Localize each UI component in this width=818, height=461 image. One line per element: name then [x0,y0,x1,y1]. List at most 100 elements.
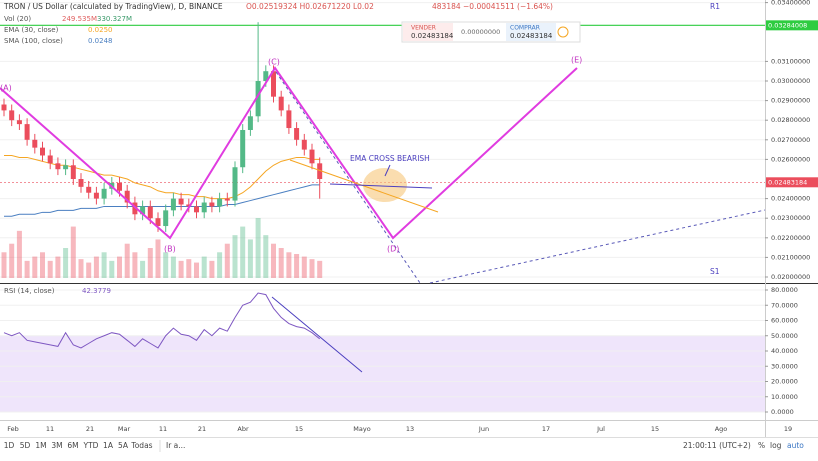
price-tag [766,20,818,31]
volume-bar [294,254,300,278]
goto-button[interactable]: Ir a... [166,441,185,450]
volume-bar [47,260,53,278]
y-tick-label: 0.03400000 [771,0,810,7]
wave-label: (B) [164,245,176,254]
price-tag-label: 0.03284008 [768,21,807,29]
volume-bar [16,230,22,278]
candle-body [132,202,138,215]
candle-body [247,116,253,130]
x-tick-label: Mar [118,425,131,433]
y-tick-label: 0.0000 [771,408,794,416]
volume-bar [224,243,230,278]
candle-body [9,110,15,121]
candle-body [201,202,207,213]
candle-body [209,202,215,207]
volume-bar [240,226,246,278]
candle-body [78,179,84,187]
pivot-label: S1 [710,267,720,276]
range-button[interactable]: 6M [67,441,78,450]
volume-bar [9,243,15,278]
volume-bar [170,256,176,278]
spread: 0.00000000 [461,28,500,36]
x-tick-label: 15 [651,425,659,433]
volume-bar [86,262,92,278]
x-tick-label: 13 [406,425,414,433]
candle-body [101,188,107,199]
volume-bar [147,248,153,278]
axes: 0.02000000 0.02100000 0.02200000 0.02300000… [7,0,818,433]
clock: 21:00:11 (UTC+2) [683,441,751,450]
range-button[interactable]: 5D [20,441,31,450]
sell-price: 0.02483184 [411,32,454,40]
sell-button[interactable] [403,23,453,41]
volume-bar [101,252,107,278]
candle-body [163,210,169,227]
info-icon[interactable] [557,26,569,38]
percent-toggle[interactable]: % [758,441,765,450]
y-tick-label: 0.02600000 [771,155,810,163]
volume-bar [201,256,207,278]
candle-body [124,190,130,203]
x-tick-label: Jul [596,425,605,433]
y-tick-label: 10.0000 [771,393,798,401]
candle-body [140,206,146,215]
symbol: TRON / US Dollar (calculated by TradingV… [3,2,223,11]
candle-body [24,124,30,140]
range-button[interactable]: 1A [103,441,114,450]
log-toggle[interactable]: log [770,441,782,450]
candle-body [278,96,284,111]
candle-body [70,165,76,179]
volume-bar [232,235,238,278]
y-tick-label: 80.0000 [771,286,798,294]
volume-bar [271,243,276,278]
candle-body [186,204,192,207]
volume-bar [109,260,115,278]
candle-body [224,198,230,201]
volume-bar [78,259,84,278]
y-tick-label: 30.0000 [771,362,798,370]
candle-body [294,128,300,140]
dashed-trend [275,71,421,284]
volume-bar [278,248,284,278]
range-button[interactable]: Todas [130,441,152,450]
range-button[interactable]: YTD [83,441,99,450]
range-button[interactable]: 1D [4,441,15,450]
y-tick-label: 0.02000000 [771,273,810,281]
y-tick-label: 60.0000 [771,317,798,325]
candle-body [232,167,238,201]
pattern-line [0,66,578,240]
candle-body [194,206,199,213]
range-button[interactable]: 1M [35,441,46,450]
volume-bar [117,256,122,278]
candle-body [63,165,69,170]
trend-arrow [329,183,433,189]
volume-bar [247,239,253,278]
x-tick-label: 21 [86,425,94,433]
y-tick-label: 0.02700000 [771,136,810,144]
y-tick-label: 0.02800000 [771,116,810,124]
candle-body [309,149,315,164]
wave-label: (D) [387,245,399,254]
volume-layer [1,218,323,278]
volume-bar [40,252,45,278]
volume-bar [317,260,323,278]
pivot-label: R1 [710,2,720,11]
volume-bar [209,260,215,278]
auto-toggle[interactable]: auto [787,441,804,450]
volume-bar [1,252,7,278]
x-tick-label: Ago [715,425,728,433]
ohlc: O0.02519324 H0.02671220 L0.02 [246,2,374,11]
range-button[interactable]: 3M [51,441,62,450]
volume-bar [24,260,30,278]
volume-bar [263,235,269,278]
trend-arrow [289,159,439,213]
x-tick-label: 19 [784,425,792,433]
buy-button[interactable] [506,23,556,41]
buy-label: COMPRAR [510,25,540,32]
range-button[interactable]: 5A [118,441,129,450]
rsi-band [0,336,765,412]
volume-bar [255,218,261,278]
candle-body [117,182,122,191]
price-tag [766,177,818,188]
